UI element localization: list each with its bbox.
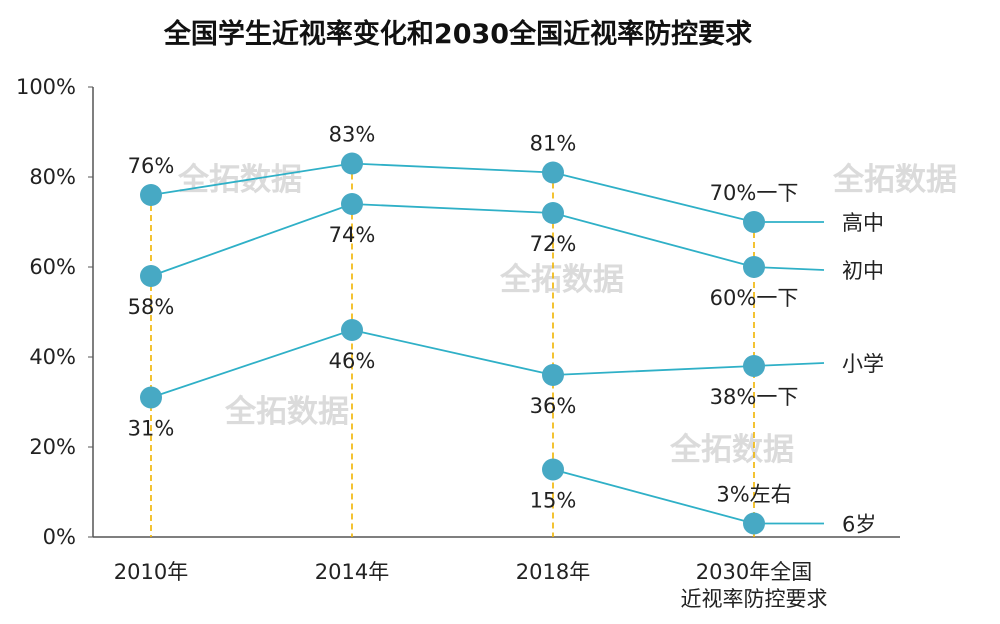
x-tick-label: 2030年全国近视率防控要求 [681, 560, 828, 611]
data-label: 38%一下 [710, 385, 799, 409]
data-point [341, 319, 363, 341]
x-tick-label: 2010年 [114, 560, 188, 584]
data-label: 83% [329, 123, 376, 147]
data-label: 36% [530, 394, 577, 418]
y-tick-label: 40% [29, 345, 76, 369]
watermark-text: 全拓数据 [177, 162, 302, 198]
y-tick-label: 0% [43, 525, 76, 549]
data-point [743, 355, 765, 377]
data-label: 81% [530, 132, 577, 156]
chart-title: 全国学生近视率变化和2030全国近视率防控要求 [163, 19, 753, 50]
data-label: 76% [128, 154, 175, 178]
watermark-text: 全拓数据 [499, 262, 624, 298]
watermark-text: 全拓数据 [832, 162, 957, 198]
data-point [140, 265, 162, 287]
y-tick-label: 60% [29, 255, 76, 279]
x-tick-label: 2014年 [315, 560, 389, 584]
series-name-label: 高中 [842, 211, 884, 235]
data-label: 60%一下 [710, 286, 799, 310]
x-tick-label: 2018年 [516, 560, 590, 584]
data-point [140, 386, 162, 409]
data-point [743, 211, 765, 233]
y-tick-label: 100% [16, 75, 76, 99]
series-name-label: 小学 [842, 352, 884, 376]
data-label: 58% [128, 295, 175, 319]
data-label: 15% [530, 489, 577, 513]
data-label: 3%左右 [716, 483, 791, 507]
y-tick-label: 80% [29, 165, 76, 189]
data-point [542, 161, 564, 184]
data-point [542, 364, 564, 386]
watermark-text: 全拓数据 [669, 432, 794, 468]
series-name-label: 初中 [842, 259, 884, 283]
data-point [341, 152, 363, 175]
data-point [743, 256, 765, 278]
data-label: 46% [329, 349, 376, 373]
data-label: 31% [128, 417, 175, 441]
data-point [341, 193, 363, 215]
watermark-text: 全拓数据 [224, 394, 349, 430]
data-label: 74% [329, 223, 376, 247]
data-point [743, 512, 765, 535]
series-name-label: 6岁 [842, 513, 876, 537]
y-tick-label: 20% [29, 435, 76, 459]
data-point [140, 184, 162, 206]
data-point [542, 458, 564, 481]
data-label: 72% [530, 232, 577, 256]
data-label: 70%一下 [710, 181, 799, 205]
data-point [542, 202, 564, 224]
